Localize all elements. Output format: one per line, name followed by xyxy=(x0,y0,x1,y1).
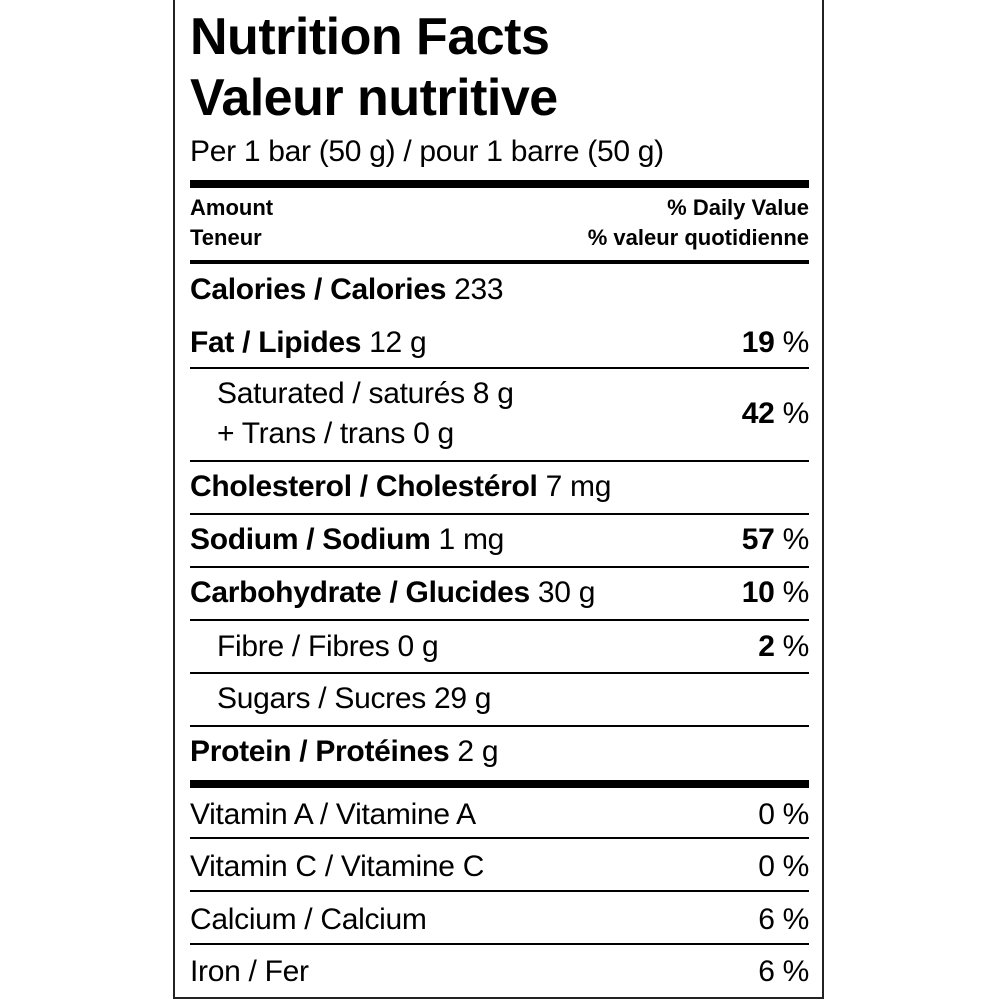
cholesterol-amount: 7 mg xyxy=(545,470,612,503)
thick-divider xyxy=(190,180,809,188)
vitamin-row: Vitamin C / Vitamine C 0 % xyxy=(190,847,809,887)
divider xyxy=(190,513,809,515)
vitamin-c-label: Vitamin C / Vitamine C xyxy=(190,850,485,883)
saturated-dv: 42 xyxy=(741,397,775,430)
protein-row: Protein / Protéines 2 g xyxy=(190,732,809,772)
divider xyxy=(190,943,809,945)
sodium-row: Sodium / Sodium 1 mg 57 % xyxy=(190,520,809,560)
vitamin-c-dv: 0 % xyxy=(758,850,809,883)
teneur-label: Teneur xyxy=(190,225,262,250)
fat-row: Fat / Lipides 12 g 19 % xyxy=(190,323,809,363)
vitamin-a-dv: 0 % xyxy=(758,798,809,831)
protein-label: Protein / Protéines xyxy=(190,735,450,768)
fat-label: Fat / Lipides xyxy=(190,326,362,359)
cholesterol-label: Cholesterol / Cholestérol xyxy=(190,470,538,503)
vitamin-a-label: Vitamin A / Vitamine A xyxy=(190,798,476,831)
divider xyxy=(190,672,809,674)
cholesterol-row: Cholesterol / Cholestérol 7 mg xyxy=(190,467,809,507)
calories-row: Calories / Calories 233 xyxy=(190,270,809,310)
sodium-dv: 57 xyxy=(741,523,775,556)
carbohydrate-row: Carbohydrate / Glucides 30 g 10 % xyxy=(190,573,809,613)
sugars-row: Sugars / Sucres 29 g xyxy=(190,679,809,719)
percent-sign: % xyxy=(782,576,810,609)
valeur-quotidienne-label: % valeur quotidienne xyxy=(587,225,809,250)
carbohydrate-label: Carbohydrate / Glucides xyxy=(190,576,530,609)
fibre-label: Fibre / Fibres 0 g xyxy=(217,630,439,663)
medium-divider xyxy=(190,260,809,264)
thick-divider xyxy=(190,780,809,788)
divider xyxy=(190,890,809,892)
vitamin-row: Calcium / Calcium 6 % xyxy=(190,900,809,940)
divider xyxy=(190,837,809,839)
serving-size: Per 1 bar (50 g) / pour 1 barre (50 g) xyxy=(190,135,664,168)
sugars-label: Sugars / Sucres 29 g xyxy=(217,682,492,715)
carbohydrate-dv: 10 xyxy=(741,576,775,609)
divider xyxy=(190,367,809,369)
vitamin-row: Vitamin A / Vitamine A 0 % xyxy=(190,795,809,835)
title-fr: Valeur nutritive xyxy=(190,69,558,127)
nutrition-facts-label: Nutrition Facts Valeur nutritive Per 1 b… xyxy=(173,0,824,999)
calcium-label: Calcium / Calcium xyxy=(190,903,427,936)
divider xyxy=(190,460,809,462)
trans-label: + Trans / trans 0 g xyxy=(217,417,454,450)
iron-label: Iron / Fer xyxy=(190,955,309,988)
divider xyxy=(190,725,809,727)
saturated-label: Saturated / saturés 8 g xyxy=(217,377,514,410)
calcium-dv: 6 % xyxy=(758,903,809,936)
sodium-label: Sodium / Sodium xyxy=(190,523,431,556)
iron-dv: 6 % xyxy=(758,955,809,988)
percent-sign: % xyxy=(782,397,810,430)
percent-sign: % xyxy=(782,630,810,663)
daily-value-label: % Daily Value xyxy=(667,195,809,220)
fibre-row: Fibre / Fibres 0 g 2 % xyxy=(190,627,809,667)
percent-sign: % xyxy=(782,326,810,359)
divider xyxy=(190,619,809,621)
fat-amount: 12 g xyxy=(369,326,427,359)
protein-amount: 2 g xyxy=(457,735,499,768)
fat-dv: 19 xyxy=(741,326,775,359)
header-row-en: Amount % Daily Value xyxy=(190,193,809,223)
amount-label: Amount xyxy=(190,195,274,220)
saturated-trans-row: Saturated / saturés 8 g + Trans / trans … xyxy=(190,374,809,454)
fibre-dv: 2 xyxy=(758,630,775,663)
title-en: Nutrition Facts xyxy=(190,8,550,66)
calories-label: Calories / Calories xyxy=(190,273,447,306)
divider xyxy=(190,566,809,568)
vitamin-row: Iron / Fer 6 % xyxy=(190,952,809,992)
percent-sign: % xyxy=(782,523,810,556)
sodium-amount: 1 mg xyxy=(438,523,505,556)
carbohydrate-amount: 30 g xyxy=(537,576,596,609)
header-row-fr: Teneur % valeur quotidienne xyxy=(190,223,809,253)
calories-value: 233 xyxy=(454,273,504,306)
